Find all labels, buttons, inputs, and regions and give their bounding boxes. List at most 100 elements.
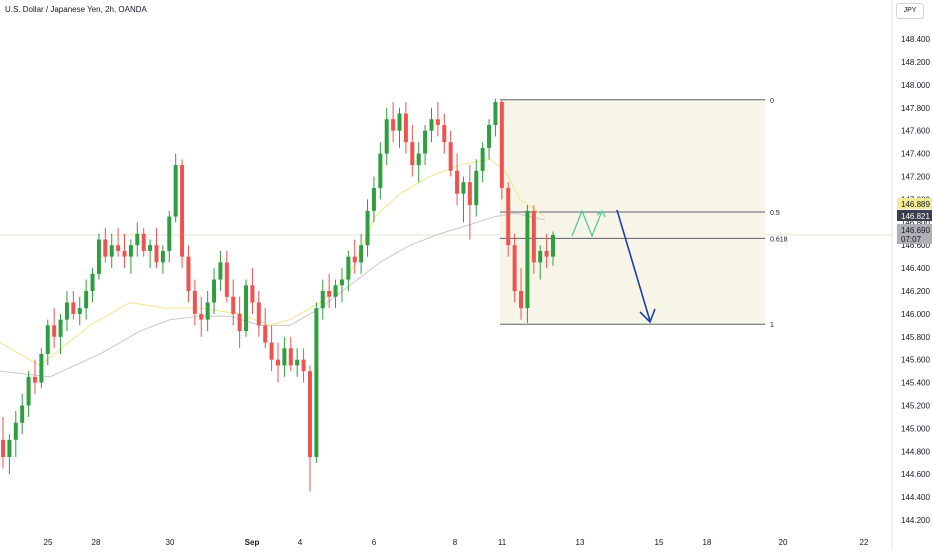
projection-zigzag: [571, 209, 603, 238]
fib-level-label: 1: [770, 322, 774, 329]
time-tick-label: 20: [779, 538, 788, 547]
price-label: 146.821: [901, 212, 930, 221]
time-tick-label: 6: [372, 538, 377, 547]
candle-body: [403, 113, 408, 143]
candle-body: [314, 308, 319, 458]
price-tick-label: 146.600: [901, 241, 930, 250]
projection-arrowhead-small: [596, 209, 606, 218]
time-tick-label: 18: [703, 538, 712, 547]
candle-body: [244, 285, 249, 332]
candle-body: [20, 405, 25, 423]
candle-body: [333, 285, 338, 297]
candle-body: [180, 165, 185, 257]
candle-body: [384, 119, 389, 154]
candle-body: [320, 291, 325, 309]
candle-body: [499, 102, 504, 188]
price-tick-label: 147.400: [901, 150, 930, 159]
candle-body: [378, 153, 383, 188]
price-tick-label: 148.000: [901, 81, 930, 90]
candle-body: [26, 376, 31, 406]
price-tick-label: 144.200: [901, 516, 930, 525]
price-label: 07:07: [901, 235, 922, 244]
candle-body: [339, 279, 344, 286]
candle-body: [84, 291, 89, 309]
candle-body: [525, 210, 530, 309]
candle-body: [13, 422, 18, 440]
candle-body: [205, 302, 210, 320]
candle-body: [416, 153, 421, 166]
candle-body: [135, 233, 140, 246]
projection-drop-line: [616, 209, 651, 322]
candle-body: [307, 371, 312, 458]
candle-body: [109, 245, 114, 257]
time-tick-label: 22: [860, 538, 869, 547]
price-tick-label: 146.200: [901, 287, 930, 296]
price-label-box: [897, 198, 932, 209]
candle-body: [410, 142, 415, 166]
candles: [1, 98, 555, 492]
candle-body: [71, 302, 76, 314]
currency-button[interactable]: JPY: [896, 3, 924, 19]
candle-body: [212, 279, 217, 303]
candle-body: [487, 124, 492, 148]
candle-body: [397, 113, 402, 131]
time-tick-label: 25: [44, 538, 53, 547]
candle-body: [327, 291, 332, 297]
candle-body: [423, 130, 428, 154]
candle-body: [52, 325, 57, 337]
candle-body: [77, 308, 82, 314]
time-tick-label: Sep: [245, 538, 260, 547]
time-tick-label: 15: [655, 538, 664, 547]
candle-body: [128, 245, 133, 257]
candle-body: [116, 245, 121, 251]
time-tick-label: 28: [92, 538, 101, 547]
price-label: 146.690: [901, 226, 930, 235]
fibonacci-retracement[interactable]: 0 0.5 0.618 1: [500, 98, 788, 329]
candle-body: [224, 262, 229, 297]
candle-body: [173, 165, 178, 217]
candle-body: [218, 262, 223, 280]
price-tick-label: 145.400: [901, 379, 930, 388]
candle-body: [39, 353, 44, 383]
chart-title: U.S. Dollar / Japanese Yen, 2h, OANDA: [5, 5, 147, 14]
candle-body: [1, 439, 5, 458]
time-tick-label: 8: [453, 538, 458, 547]
time-tick-label: 11: [498, 538, 507, 547]
candle-body: [538, 250, 543, 263]
candle-body: [160, 250, 165, 263]
candle-body: [263, 325, 268, 343]
candle-body: [359, 245, 364, 263]
candle-body: [186, 256, 191, 291]
candle-body: [148, 245, 153, 251]
price-label-box: [897, 233, 932, 244]
time-axis[interactable]: 25 28 30 Sep 4 6 8 11 13 15 18 20 22: [44, 538, 869, 547]
candle-body: [282, 348, 287, 366]
candle-body: [141, 233, 146, 251]
candle-body: [276, 359, 280, 366]
price-tick-label: 145.600: [901, 356, 930, 365]
candle-body: [474, 170, 479, 206]
moving-averages: [0, 158, 546, 378]
candle-body: [551, 234, 555, 257]
ma-fast-line: [0, 158, 546, 367]
candle-body: [192, 291, 197, 314]
price-tick-label: 144.800: [901, 447, 930, 456]
price-axis[interactable]: 148.400 148.200 148.000 147.800 147.600 147.4…: [891, 0, 932, 550]
candle-body: [467, 182, 472, 206]
projection-path[interactable]: [571, 209, 656, 324]
candle-body: [435, 119, 440, 125]
price-tick-label: 147.600: [901, 127, 930, 136]
candle-body: [512, 245, 517, 291]
candle-body: [199, 313, 204, 320]
ma-slow-line: [0, 212, 546, 378]
price-label-box: [897, 224, 932, 235]
candle-body: [96, 239, 101, 274]
candle-body: [429, 119, 434, 131]
time-tick-label: 4: [298, 538, 303, 547]
candle-body: [269, 342, 274, 360]
candle-body: [295, 359, 300, 366]
candle-body: [371, 187, 376, 211]
price-tick-label: 148.200: [901, 58, 930, 67]
